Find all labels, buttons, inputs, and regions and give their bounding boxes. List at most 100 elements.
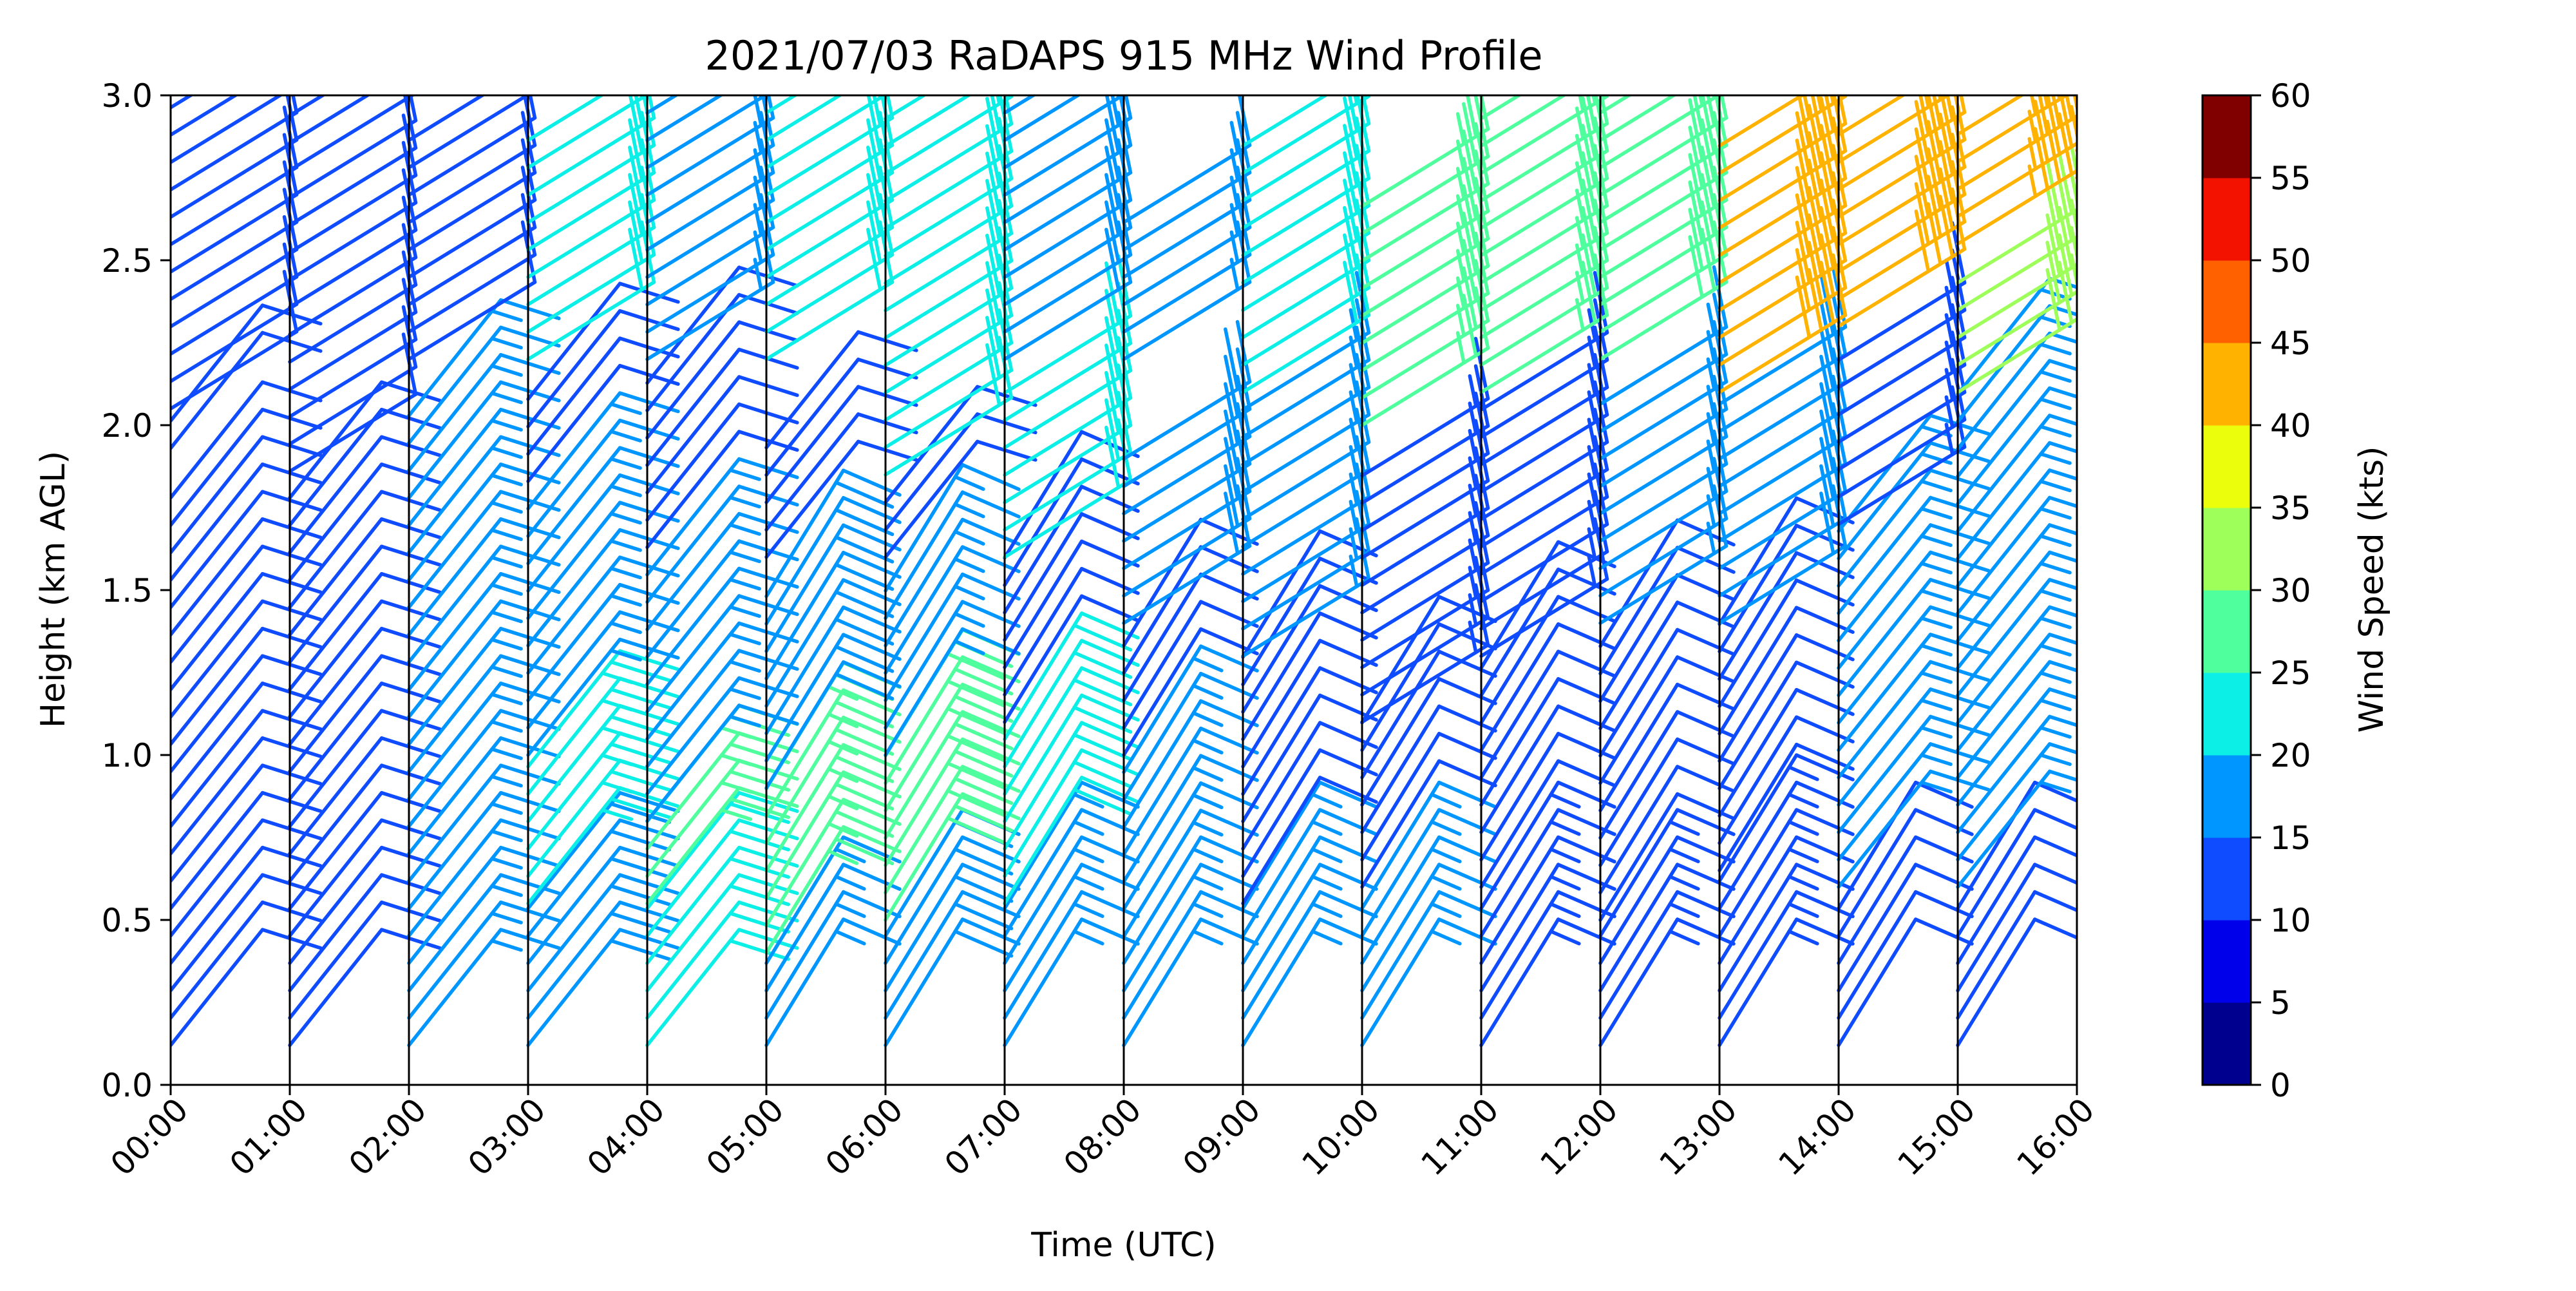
barb-staff [171,790,265,910]
barb-full [1583,0,1595,49]
barb-staff [1360,560,1490,642]
barb-staff [1718,715,1799,845]
barb-staff [1956,141,2077,218]
barb-staff [1241,95,1371,175]
barb-full [2047,660,2077,673]
barbs-layer [171,0,2179,1047]
barb-full [1690,0,1702,50]
wind-barb [288,544,442,664]
barb-full [1595,0,1607,41]
barb-half [2029,57,2036,87]
x-tick-label: 04:00 [580,1091,672,1183]
wind-barb [764,660,902,790]
barb-staff [526,225,656,307]
barb-half [1072,875,1104,891]
barb-full [841,633,902,661]
barb-staff [1837,110,1967,191]
barb-full [2166,55,2179,115]
wind-barb [171,160,299,301]
barb-staff [1837,220,1967,301]
barb-half [1430,902,1462,919]
barb-staff [407,253,537,334]
barb-staff [526,528,622,647]
wind-barb [1956,714,2077,834]
barb-staff [1122,462,1252,543]
barb-full [1079,638,1140,667]
barb-staff [884,682,965,812]
wind-barb [884,490,1021,620]
barb-staff [1241,557,1322,687]
barb-staff [1598,95,1722,169]
barb-half [1787,875,1819,891]
barb-staff [764,495,846,626]
wind-barb [1598,917,1736,1047]
wind-barb [1718,633,1855,763]
barb-full [1079,863,1140,891]
wind-barb [171,544,323,664]
barb-half [2039,589,2072,602]
barb-full [841,523,902,551]
barb-staff [1956,234,2077,312]
barb-staff [1718,313,1848,394]
wind-barb [1837,835,1974,965]
x-tick-label: 13:00 [1653,1091,1745,1183]
wind-barb [171,763,323,883]
wind-barb [1003,890,1140,1020]
barb-half [490,939,523,952]
barb-staff [1479,440,1609,521]
barb-staff [645,375,741,495]
barb-staff [764,578,846,708]
barb-staff [1956,317,2077,394]
wind-barb [407,95,486,142]
barb-half [1549,820,1581,836]
barb-staff [1122,171,1252,252]
barb-staff [1360,890,1441,1020]
barb-half [2039,342,2072,356]
barb-staff [1003,423,1133,504]
y-tick-label: 2.0 [101,407,153,445]
barb-full [953,667,1014,696]
barb-half [1920,534,1953,548]
barb-full [1556,759,1616,788]
barb-full [1675,917,1736,946]
barb-full [1706,95,1716,128]
barb-half [1920,452,1953,465]
wind-barb [764,95,888,169]
barb-half [826,712,859,729]
barb-staff [1122,407,1252,488]
barb-half [1787,820,1819,836]
barb-staff [288,95,371,145]
barb-full [945,761,1006,790]
x-tick-label: 03:00 [461,1091,553,1183]
wind-barb [1837,523,1991,643]
barb-full [1198,572,1259,601]
barb-staff [1003,721,1084,851]
barb-half [609,484,642,497]
barb-full [728,829,790,852]
wind-barb [171,462,323,582]
barb-full [737,375,799,397]
wind-barb [171,215,299,356]
barb-half [490,391,523,405]
barb-staff [1122,627,1203,757]
barb-half [609,512,642,525]
barb-full [379,544,442,567]
barb-full [498,928,561,950]
barb-full [639,95,644,100]
barb-full [1437,677,1497,705]
barb-staff [1598,737,1680,867]
barb-full [2154,63,2166,123]
barb-full [1198,699,1259,727]
barb-full [1719,95,1728,120]
barb-half [600,808,634,821]
barb-staff [1718,544,1848,625]
barb-full [1675,600,1736,629]
barb-staff [884,412,980,532]
wind-barb [407,95,531,169]
barb-half [826,794,859,810]
wind-barb [645,95,769,169]
barb-staff [1956,550,2052,670]
barb-staff [764,116,895,197]
barb-half [1191,684,1224,700]
barb-staff [1241,121,1371,203]
